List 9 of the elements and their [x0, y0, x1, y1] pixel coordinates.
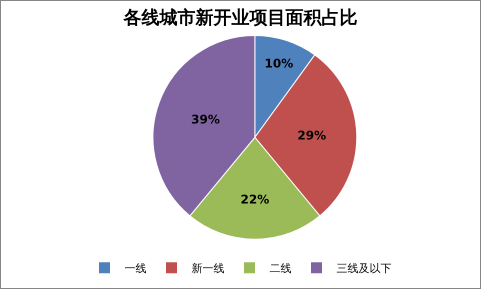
data-label: 22%: [240, 192, 270, 207]
data-label: 29%: [297, 128, 326, 143]
legend-label: 新一线: [192, 262, 224, 276]
data-label: 10%: [264, 56, 294, 70]
legend-label: 二线: [270, 262, 292, 276]
legend-label: 一线: [124, 262, 146, 276]
legend-label: 三线及以下: [336, 262, 392, 276]
chart-title: 各线城市新开业项目面积占比: [122, 8, 358, 29]
data-label: 39%: [191, 112, 220, 127]
